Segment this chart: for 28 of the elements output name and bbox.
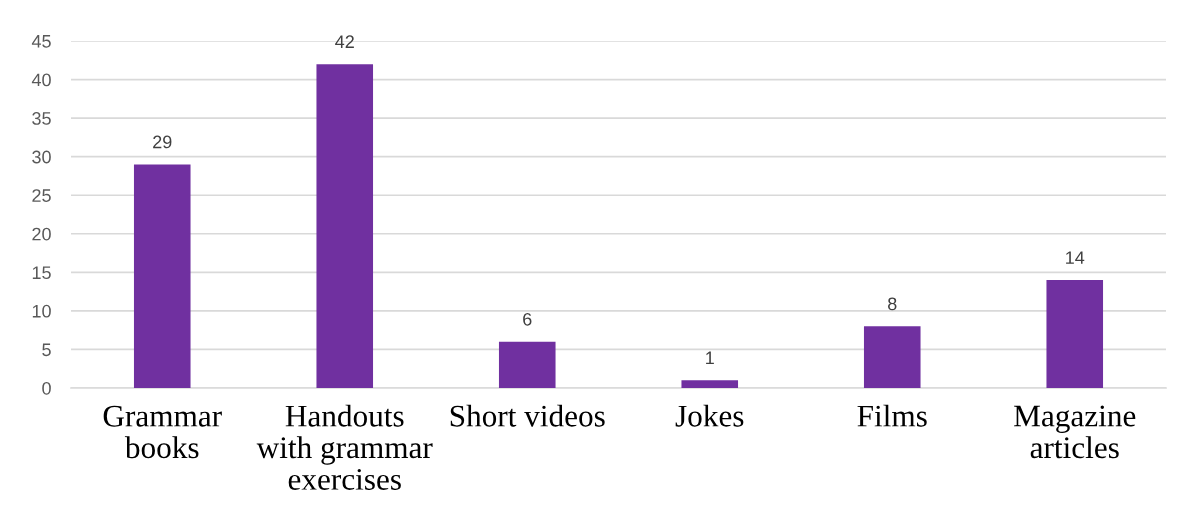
y-tick-label: 20 <box>32 227 51 241</box>
bar <box>1046 280 1104 388</box>
y-tick-label: 0 <box>42 381 51 395</box>
data-label: 14 <box>1066 251 1085 264</box>
bar <box>498 341 556 388</box>
x-tick-label: Handouts with grammar exercises <box>256 404 433 490</box>
bar <box>863 326 921 388</box>
y-tick-label: 30 <box>32 150 51 164</box>
data-label: 42 <box>335 35 354 48</box>
data-label: 6 <box>523 312 532 326</box>
y-tick-label: 40 <box>31 73 51 87</box>
x-tick-label: Magazine articles <box>1014 405 1136 459</box>
x-tick-label: Jokes <box>675 404 744 427</box>
y-tick-label: 10 <box>32 304 51 318</box>
x-tick-label: Short videos <box>450 404 605 427</box>
y-tick-label: 45 <box>31 35 51 48</box>
y-tick-label: 35 <box>32 112 51 125</box>
y-tick-label: 25 <box>32 189 51 202</box>
bar <box>681 380 739 388</box>
data-label: 29 <box>153 135 172 149</box>
y-tick-label: 15 <box>32 266 51 280</box>
data-label: 1 <box>706 351 714 365</box>
bar <box>316 64 374 388</box>
bar <box>133 164 191 388</box>
data-label: 8 <box>888 297 897 311</box>
x-tick-label: Films <box>857 404 927 427</box>
y-tick-label: 5 <box>42 343 51 357</box>
x-tick-label: Grammar books <box>103 405 222 459</box>
